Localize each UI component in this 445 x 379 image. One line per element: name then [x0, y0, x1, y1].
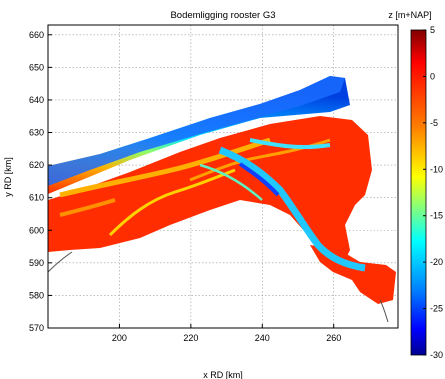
y-tick-label: 600 [29, 225, 44, 235]
colorbar-tick-label: -10 [430, 164, 443, 174]
x-tick-label: 200 [112, 333, 127, 343]
coastline [379, 299, 389, 323]
heatmap-field [48, 76, 396, 304]
y-axis-ticks: 570 580 590 600 610 620 630 640 650 660 [29, 30, 52, 333]
axes-frame [47, 24, 399, 329]
y-axis-label: y RD [km] [3, 157, 13, 197]
colorbar [410, 29, 427, 356]
y-tick-label: 650 [29, 62, 44, 72]
y-tick-label: 660 [29, 30, 44, 40]
colorbar-tick-label: 0 [430, 71, 435, 81]
coastline [47, 251, 73, 273]
y-tick-label: 610 [29, 193, 44, 203]
heatmap-main-channel-deep [238, 162, 280, 197]
y-tick-label: 630 [29, 128, 44, 138]
colorbar-tick-label: -20 [430, 257, 443, 267]
heatmap-shoal-ridge [59, 198, 116, 217]
y-tick-label: 640 [29, 95, 44, 105]
x-tick-label: 260 [326, 333, 341, 343]
colorbar-label: z [m+NAP] [388, 10, 431, 20]
y-tick-label: 620 [29, 160, 44, 170]
x-tick-label: 220 [183, 333, 198, 343]
x-axis-ticks: 200 220 240 260 [112, 324, 341, 343]
heatmap-shoal-ridge [59, 137, 271, 198]
x-axis-label: x RD [km] [203, 370, 243, 379]
heatmap-shoal-ridge [108, 168, 236, 237]
heatmap-secondary-channel [199, 163, 263, 201]
chart-title: Bodemligging rooster G3 [170, 10, 275, 21]
y-tick-label: 590 [29, 258, 44, 268]
y-tick-label: 580 [29, 290, 44, 300]
heatmap-main-channel [218, 146, 366, 272]
heatmap-secondary-channel [249, 138, 331, 150]
y-tick-label: 570 [29, 323, 44, 333]
x-tick-label: 240 [255, 333, 270, 343]
colorbar-tick-label: -5 [430, 118, 438, 128]
colorbar-tick-label: -30 [430, 350, 443, 360]
colorbar-tick-label: -15 [430, 211, 443, 221]
colorbar-tick-label: -25 [430, 304, 443, 314]
colorbar-tick-label: 5 [430, 25, 435, 35]
colorbar-ticks: 5 0 -5 -10 -15 -20 -25 -30 [423, 25, 443, 360]
heatmap-deep-sea-band [48, 76, 345, 186]
